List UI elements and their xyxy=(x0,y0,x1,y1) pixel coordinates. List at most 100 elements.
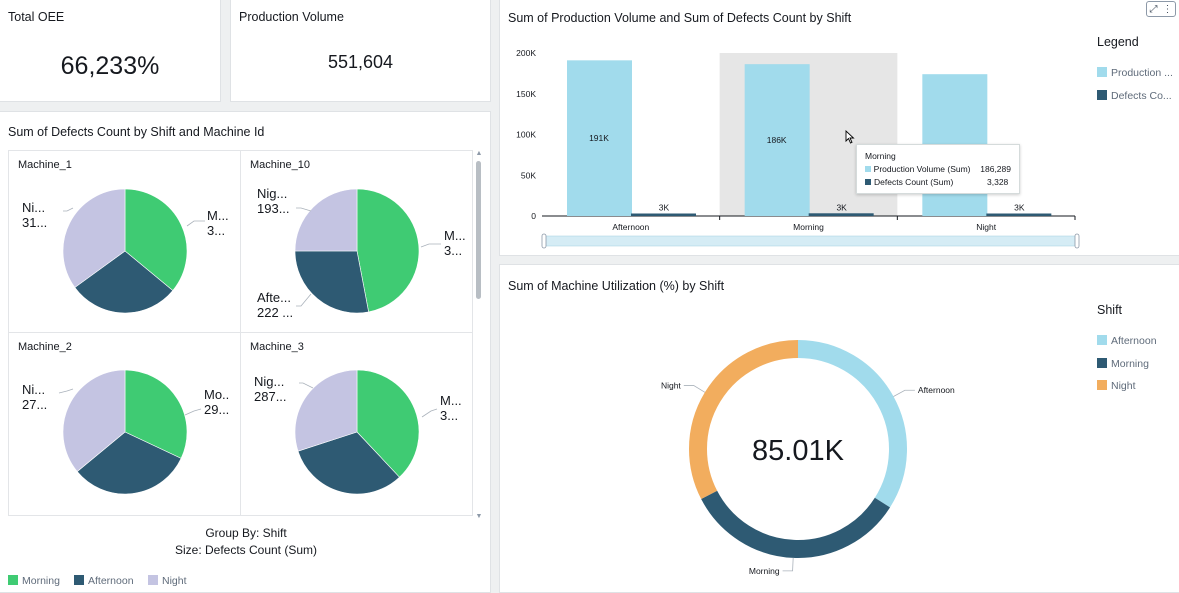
pie-slice-night[interactable] xyxy=(294,188,358,252)
pie-slice-morning[interactable] xyxy=(356,369,420,478)
bar-defects-night[interactable] xyxy=(986,213,1052,217)
panel-title: Sum of Production Volume and Sum of Defe… xyxy=(508,11,852,25)
label-leader-line xyxy=(420,243,441,248)
donut-slice-morning[interactable] xyxy=(701,490,891,558)
pie-cell-machine-1[interactable]: Machine_1 Ni... 31... M... 3... xyxy=(8,150,241,333)
y-tick-label: 0 xyxy=(531,211,536,221)
x-tick-label: Afternoon xyxy=(612,222,649,232)
x-tick-label: Morning xyxy=(793,222,824,232)
pie-slice-morning[interactable] xyxy=(124,369,188,459)
legend-item-defects[interactable]: Defects Co... xyxy=(1097,90,1172,102)
defects-pie-panel[interactable]: Sum of Defects Count by Shift and Machin… xyxy=(0,111,491,593)
label-leader-line xyxy=(421,408,438,418)
x-tick-label: Night xyxy=(976,222,996,232)
legend-title: Shift xyxy=(1097,303,1123,317)
slice-label-night: Nig... 193... xyxy=(257,186,290,216)
legend-title: Legend xyxy=(1097,35,1139,49)
donut-leader-line xyxy=(782,557,794,572)
y-tick-label: 200K xyxy=(516,48,536,58)
label-leader-line xyxy=(184,408,202,416)
pie-slice-afternoon[interactable] xyxy=(294,250,369,314)
label-leader-line xyxy=(186,220,205,227)
kpi-total-oee-card[interactable]: Total OEE 66,233% xyxy=(0,0,221,102)
kpi-production-volume-card[interactable]: Production Volume 551,604 xyxy=(230,0,491,102)
bar-data-label: 186K xyxy=(767,135,787,145)
bar-defects-morning[interactable] xyxy=(808,213,874,216)
legend-item-production[interactable]: Production ... xyxy=(1097,67,1173,79)
pie-slice-morning[interactable] xyxy=(124,188,188,291)
legend-item-morning[interactable]: Morning xyxy=(8,575,60,587)
donut-slice-label: Night xyxy=(661,381,681,391)
legend-item-night[interactable]: Night xyxy=(1097,380,1136,392)
donut-slice-label: Morning xyxy=(749,566,780,576)
pie-cell-title: Machine_3 xyxy=(250,341,304,353)
legend-item-afternoon[interactable]: Afternoon xyxy=(74,575,134,587)
slice-label-morning: M... 3... xyxy=(207,208,229,238)
bar-data-label: 3K xyxy=(659,203,670,213)
legend-item-night[interactable]: Night xyxy=(148,575,187,587)
scroll-up-arrow[interactable]: ▲ xyxy=(475,150,483,157)
label-leader-line xyxy=(296,207,312,212)
pie-cell-machine-3[interactable]: Machine_3 Nig... 287... M... 3... xyxy=(240,332,473,516)
donut-leader-line xyxy=(683,385,706,393)
pie-slice-night[interactable] xyxy=(62,188,126,288)
pie-slice-afternoon[interactable] xyxy=(76,431,182,495)
scroll-thumb[interactable] xyxy=(476,161,481,299)
pie-slice-night[interactable] xyxy=(62,369,126,472)
pie-slice-afternoon[interactable] xyxy=(74,250,174,314)
tooltip-row-defects: Defects Count (Sum) 3,328 xyxy=(865,177,1011,187)
pie-slice-morning[interactable] xyxy=(356,188,420,313)
slice-label-morning: M... 3... xyxy=(440,393,462,423)
kpi-value: 66,233% xyxy=(60,52,160,80)
expand-icon[interactable]: ⤢ xyxy=(1149,3,1158,15)
bar-defects-afternoon[interactable] xyxy=(631,213,696,217)
more-options-icon[interactable]: ⋮ xyxy=(1162,3,1173,15)
panel-title: Sum of Machine Utilization (%) by Shift xyxy=(508,279,725,293)
pie-cell-machine-2[interactable]: Machine_2 Ni... 27... Mo.. 29... xyxy=(8,332,241,516)
pie-cell-title: Machine_2 xyxy=(18,341,72,353)
vertical-scrollbar[interactable]: ▲ ▼ xyxy=(475,150,483,520)
y-tick-label: 100K xyxy=(516,130,536,140)
group-by-caption: Group By: Shift xyxy=(205,526,287,540)
pie-chart xyxy=(294,188,441,314)
legend-item-morning[interactable]: Morning xyxy=(1097,358,1149,370)
y-tick-label: 50K xyxy=(521,170,536,180)
bar-production-afternoon[interactable] xyxy=(567,60,632,217)
legend-swatch xyxy=(1097,335,1107,345)
range-slider-handle-left[interactable] xyxy=(541,233,547,249)
mouse-cursor-icon xyxy=(845,130,855,144)
donut-slice-afternoon[interactable] xyxy=(797,340,907,508)
pie-slice-night[interactable] xyxy=(294,369,358,452)
bar-production-morning[interactable] xyxy=(744,64,810,216)
range-slider[interactable] xyxy=(543,235,1078,247)
label-leader-line xyxy=(58,388,74,394)
legend-item-afternoon[interactable]: Afternoon xyxy=(1097,335,1157,347)
donut-chart: 85.01K Afternoon Morning Night xyxy=(661,340,955,576)
pie-cell-machine-10[interactable]: Machine_10 Nig... 193... M... 3... Afte...… xyxy=(240,150,473,333)
machine-utilization-donut-panel[interactable]: Sum of Machine Utilization (%) by Shift … xyxy=(499,264,1179,593)
pie-chart xyxy=(294,369,438,495)
visual-menu[interactable]: ⤢ ⋮ xyxy=(1146,1,1176,17)
label-leader-line xyxy=(296,293,312,307)
pie-chart xyxy=(58,369,202,495)
legend-swatch xyxy=(74,575,84,585)
donut-center-value: 85.01K xyxy=(752,435,845,467)
slice-label-morning: Mo.. 29... xyxy=(204,387,230,417)
production-defects-bar-panel[interactable]: Sum of Production Volume and Sum of Defe… xyxy=(499,0,1179,256)
scroll-down-arrow[interactable]: ▼ xyxy=(475,513,483,520)
pie-slice-afternoon[interactable] xyxy=(297,431,400,495)
pie-chart xyxy=(62,188,205,314)
pie-cell-title: Machine_10 xyxy=(250,159,310,171)
panel-title: Sum of Defects Count by Shift and Machin… xyxy=(8,125,265,139)
label-leader-line xyxy=(299,382,314,389)
range-slider-handle-right[interactable] xyxy=(1074,233,1080,249)
bar-data-label: 3K xyxy=(836,202,847,212)
slice-label-afternoon: Afte... 222 ... xyxy=(257,290,294,320)
donut-slice-night[interactable] xyxy=(689,340,799,500)
y-tick-label: 150K xyxy=(516,89,536,99)
kpi-title: Total OEE xyxy=(8,10,65,24)
tooltip-row-production: Production Volume (Sum) 186,289 xyxy=(865,164,1011,174)
bar-chart: 0 50K 100K 150K 200K 191K 3K Afternoon 186K 3K Mor… xyxy=(516,48,1080,249)
legend-swatch xyxy=(1097,358,1107,368)
kpi-title: Production Volume xyxy=(239,10,344,24)
